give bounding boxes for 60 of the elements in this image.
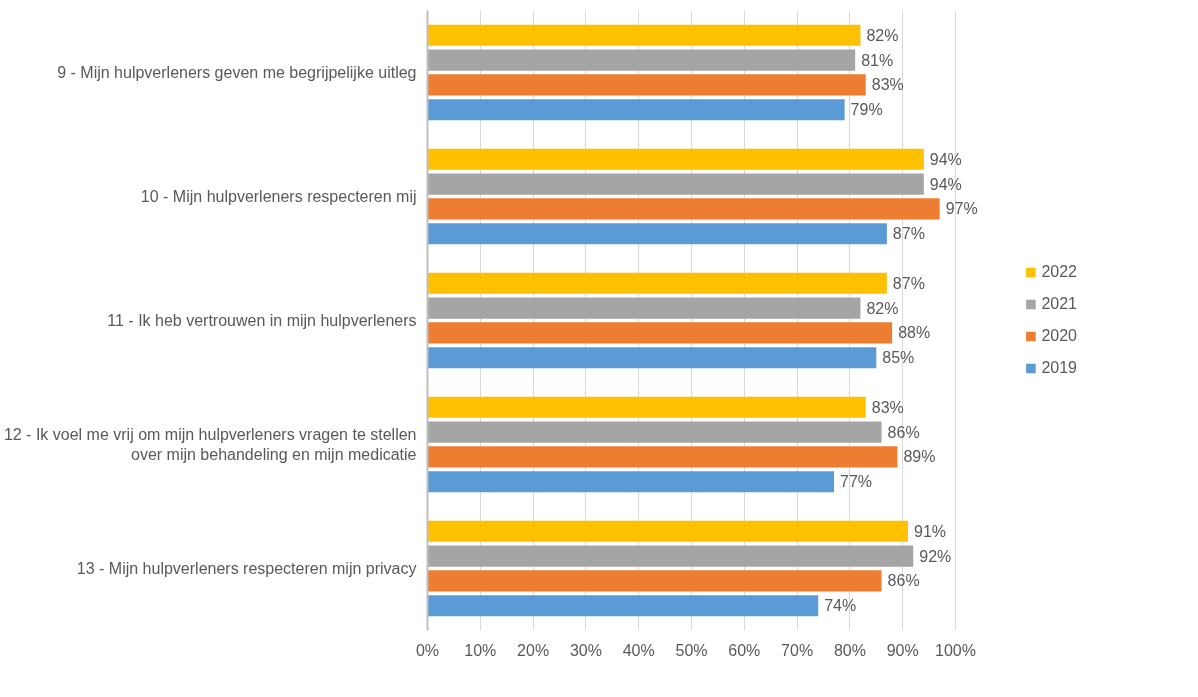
- bar: [427, 99, 845, 121]
- y-tick-label: 13 - Mijn hulpverleners respecteren mijn privacy: [76, 560, 417, 577]
- bar: [427, 322, 893, 344]
- bar: [427, 198, 940, 220]
- data-label: 97%: [945, 200, 978, 218]
- x-tick-label: 30%: [569, 641, 602, 659]
- bar: [427, 520, 908, 542]
- y-tick-label: 9 - Mijn hulpverleners geven me begrijpelijke uitleg: [57, 64, 417, 81]
- data-label: 91%: [913, 522, 947, 540]
- bar: [427, 570, 882, 592]
- bar: [427, 173, 924, 195]
- bar: [427, 24, 861, 46]
- x-tick-label: 0%: [415, 641, 440, 659]
- y-tick-label: 11 - Ik heb vertrouwen in mijn hulpverleners: [107, 312, 417, 329]
- data-label: 81%: [861, 51, 894, 69]
- legend-label: 2021: [1041, 295, 1077, 313]
- legend-label: 2022: [1041, 263, 1077, 281]
- x-tick-label: 100%: [935, 641, 976, 659]
- data-label: 86%: [887, 423, 920, 441]
- data-label: 82%: [866, 299, 899, 317]
- data-label: 82%: [866, 26, 899, 44]
- y-tick-label: 12 - Ik voel me vrij om mijn hulpverleners vragen te stellen over mijn behandeling en mijn medicatie: [3, 425, 417, 464]
- x-tick-label: 70%: [781, 641, 814, 659]
- data-label: 87%: [892, 274, 925, 292]
- x-tick-label: 40%: [622, 641, 655, 659]
- x-tick-label: 50%: [675, 641, 708, 659]
- bar: [427, 471, 835, 493]
- x-tick-label: 80%: [833, 641, 866, 659]
- bar: [427, 347, 877, 369]
- data-label: 79%: [850, 101, 883, 119]
- bar: [427, 446, 898, 468]
- x-tick-label: 60%: [728, 641, 761, 659]
- data-label: 94%: [929, 175, 962, 193]
- bar: [427, 148, 924, 170]
- bar: [427, 545, 914, 567]
- data-label: 94%: [929, 150, 962, 168]
- bar: [427, 421, 882, 443]
- data-label: 87%: [892, 225, 925, 243]
- bar: [427, 74, 866, 96]
- data-label: 86%: [887, 572, 920, 590]
- bar: [427, 49, 856, 71]
- data-label: 77%: [840, 473, 873, 491]
- data-label: 92%: [919, 547, 952, 565]
- data-label: 89%: [903, 448, 936, 466]
- x-tick-label: 10%: [464, 641, 497, 659]
- y-tick-label: 10 - Mijn hulpverleners respecteren mij: [140, 188, 417, 205]
- data-label: 74%: [824, 597, 857, 615]
- legend-label: 2019: [1041, 359, 1077, 377]
- data-label: 85%: [882, 349, 915, 367]
- data-label: 88%: [898, 324, 931, 342]
- legend-label: 2020: [1041, 327, 1077, 345]
- bar: [427, 272, 887, 294]
- bar: [427, 297, 861, 319]
- bar: [427, 223, 887, 245]
- x-tick-label: 90%: [886, 641, 919, 659]
- bar: [427, 396, 866, 418]
- data-label: 83%: [871, 398, 904, 416]
- x-tick-label: 20%: [517, 641, 550, 659]
- bar: [427, 595, 819, 617]
- data-label: 83%: [871, 76, 904, 94]
